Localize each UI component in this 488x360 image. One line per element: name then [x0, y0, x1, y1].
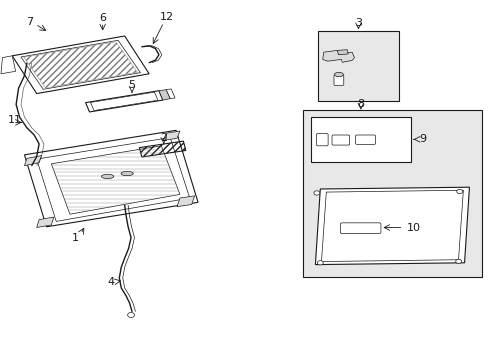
- Polygon shape: [159, 90, 170, 100]
- Polygon shape: [85, 91, 163, 112]
- Ellipse shape: [102, 174, 113, 179]
- Circle shape: [127, 312, 134, 318]
- FancyBboxPatch shape: [310, 117, 410, 162]
- Polygon shape: [337, 50, 347, 55]
- FancyBboxPatch shape: [303, 110, 481, 277]
- Polygon shape: [37, 217, 54, 228]
- Polygon shape: [321, 190, 463, 262]
- Polygon shape: [315, 187, 468, 265]
- Text: 10: 10: [406, 222, 420, 233]
- Circle shape: [313, 191, 319, 195]
- Text: 4: 4: [108, 276, 115, 287]
- FancyBboxPatch shape: [355, 135, 375, 144]
- Circle shape: [317, 261, 323, 265]
- Polygon shape: [163, 131, 180, 140]
- Polygon shape: [21, 40, 140, 89]
- Ellipse shape: [334, 72, 343, 77]
- Text: 6: 6: [99, 13, 106, 23]
- Text: 5: 5: [128, 80, 135, 90]
- Ellipse shape: [121, 171, 133, 176]
- Polygon shape: [166, 89, 175, 99]
- Text: 3: 3: [354, 18, 361, 28]
- FancyBboxPatch shape: [317, 31, 398, 101]
- Polygon shape: [51, 146, 180, 214]
- FancyBboxPatch shape: [316, 134, 327, 146]
- Polygon shape: [24, 130, 198, 227]
- Polygon shape: [12, 36, 149, 94]
- Polygon shape: [24, 156, 41, 166]
- FancyBboxPatch shape: [333, 75, 343, 85]
- Circle shape: [455, 259, 461, 264]
- Polygon shape: [1, 56, 16, 74]
- Polygon shape: [90, 92, 158, 111]
- Text: 1: 1: [72, 233, 79, 243]
- Polygon shape: [177, 196, 194, 207]
- Polygon shape: [37, 138, 189, 221]
- Text: 7: 7: [26, 17, 33, 27]
- Text: 11: 11: [7, 114, 21, 125]
- Text: 12: 12: [160, 12, 174, 22]
- Text: 8: 8: [357, 99, 364, 109]
- Circle shape: [456, 189, 462, 194]
- Polygon shape: [322, 50, 354, 62]
- Text: 2: 2: [160, 132, 167, 143]
- FancyBboxPatch shape: [331, 135, 349, 145]
- FancyBboxPatch shape: [340, 223, 380, 234]
- Text: 9: 9: [419, 134, 426, 144]
